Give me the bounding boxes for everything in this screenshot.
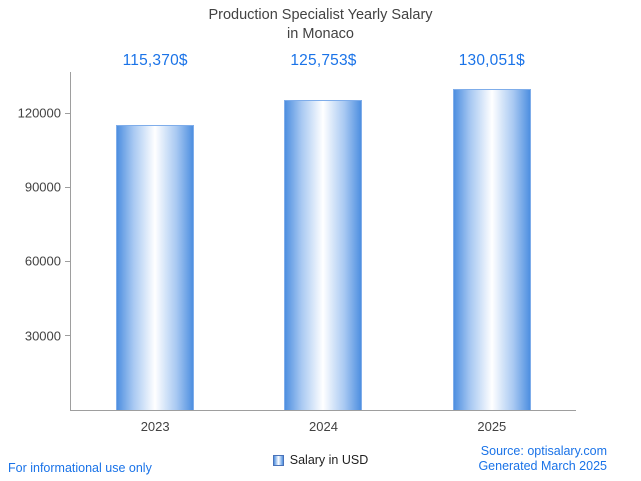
bar-group-2024: 125,753$ 2024 [239, 52, 407, 434]
bar-2025[interactable] [452, 89, 531, 410]
legend-swatch-icon [272, 454, 284, 466]
bar-group-2023: 115,370$ 2023 [71, 52, 239, 434]
bar-value-label: 130,051$ [458, 52, 525, 69]
plot-area: 30000 60000 90000 120000 115,370$ 2023 1… [18, 52, 576, 434]
legend-label: Salary in USD [289, 453, 369, 467]
chart-legend: Salary in USD [0, 453, 641, 467]
bar-value-label: 115,370$ [122, 52, 188, 69]
source-link[interactable]: Source: optisalary.com [480, 443, 607, 458]
y-axis-tick: 120000 [18, 106, 71, 121]
y-axis-tick-label: 120000 [17, 105, 61, 121]
source-block: Source: optisalary.com Generated March 2… [478, 444, 607, 475]
x-axis-label: 2024 [309, 419, 338, 434]
y-axis-tick-label: 30000 [24, 328, 61, 343]
x-axis-label: 2023 [140, 419, 170, 434]
bars-container: 115,370$ 2023 125,753$ 2024 130,051$ 202… [71, 52, 576, 434]
x-axis-label: 2025 [477, 419, 507, 434]
disclaimer-text: For informational use only [8, 461, 152, 475]
y-axis-tick: 30000 [25, 328, 71, 343]
y-axis-tick-label: 90000 [24, 179, 61, 195]
bar-2024[interactable] [284, 99, 363, 410]
bar-group-2025: 130,051$ 2025 [408, 52, 576, 434]
chart-title: Production Specialist Yearly Salary in M… [0, 6, 641, 43]
y-axis-tick-label: 60000 [24, 253, 61, 269]
y-axis-tick: 90000 [25, 180, 71, 195]
chart-title-line2: in Monaco [287, 25, 354, 42]
y-axis-tick: 60000 [25, 254, 71, 269]
bar-2023[interactable] [116, 125, 195, 410]
bar-value-label: 125,753$ [290, 52, 357, 69]
generated-date: Generated March 2025 [478, 459, 607, 474]
chart-title-line1: Production Specialist Yearly Salary [208, 7, 433, 23]
